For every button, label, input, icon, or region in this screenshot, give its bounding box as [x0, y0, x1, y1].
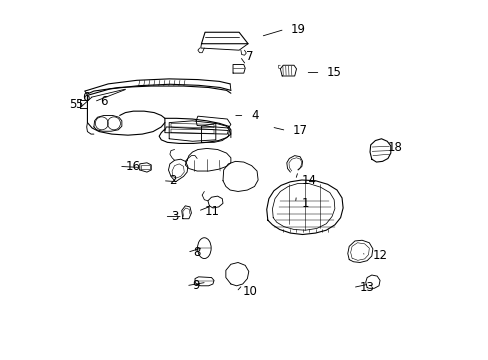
Text: 3: 3 [171, 210, 178, 223]
Text: 2: 2 [169, 174, 176, 187]
Text: 11: 11 [204, 205, 219, 218]
Text: 18: 18 [387, 141, 402, 154]
Text: 16: 16 [125, 160, 140, 173]
Text: 19: 19 [290, 23, 305, 36]
Text: 1: 1 [301, 197, 309, 210]
Text: 6: 6 [82, 91, 90, 104]
Text: 10: 10 [242, 285, 257, 298]
Text: 6: 6 [100, 95, 108, 108]
Text: 12: 12 [372, 249, 387, 262]
Text: 14: 14 [301, 174, 316, 186]
Text: 5: 5 [69, 98, 77, 111]
Text: 13: 13 [359, 281, 373, 294]
Text: 9: 9 [192, 279, 200, 292]
Text: 8: 8 [193, 246, 201, 259]
Text: 17: 17 [292, 124, 307, 137]
Text: 4: 4 [250, 109, 258, 122]
Text: 7: 7 [246, 50, 253, 63]
Text: 15: 15 [326, 66, 341, 79]
Text: 5: 5 [75, 98, 82, 111]
